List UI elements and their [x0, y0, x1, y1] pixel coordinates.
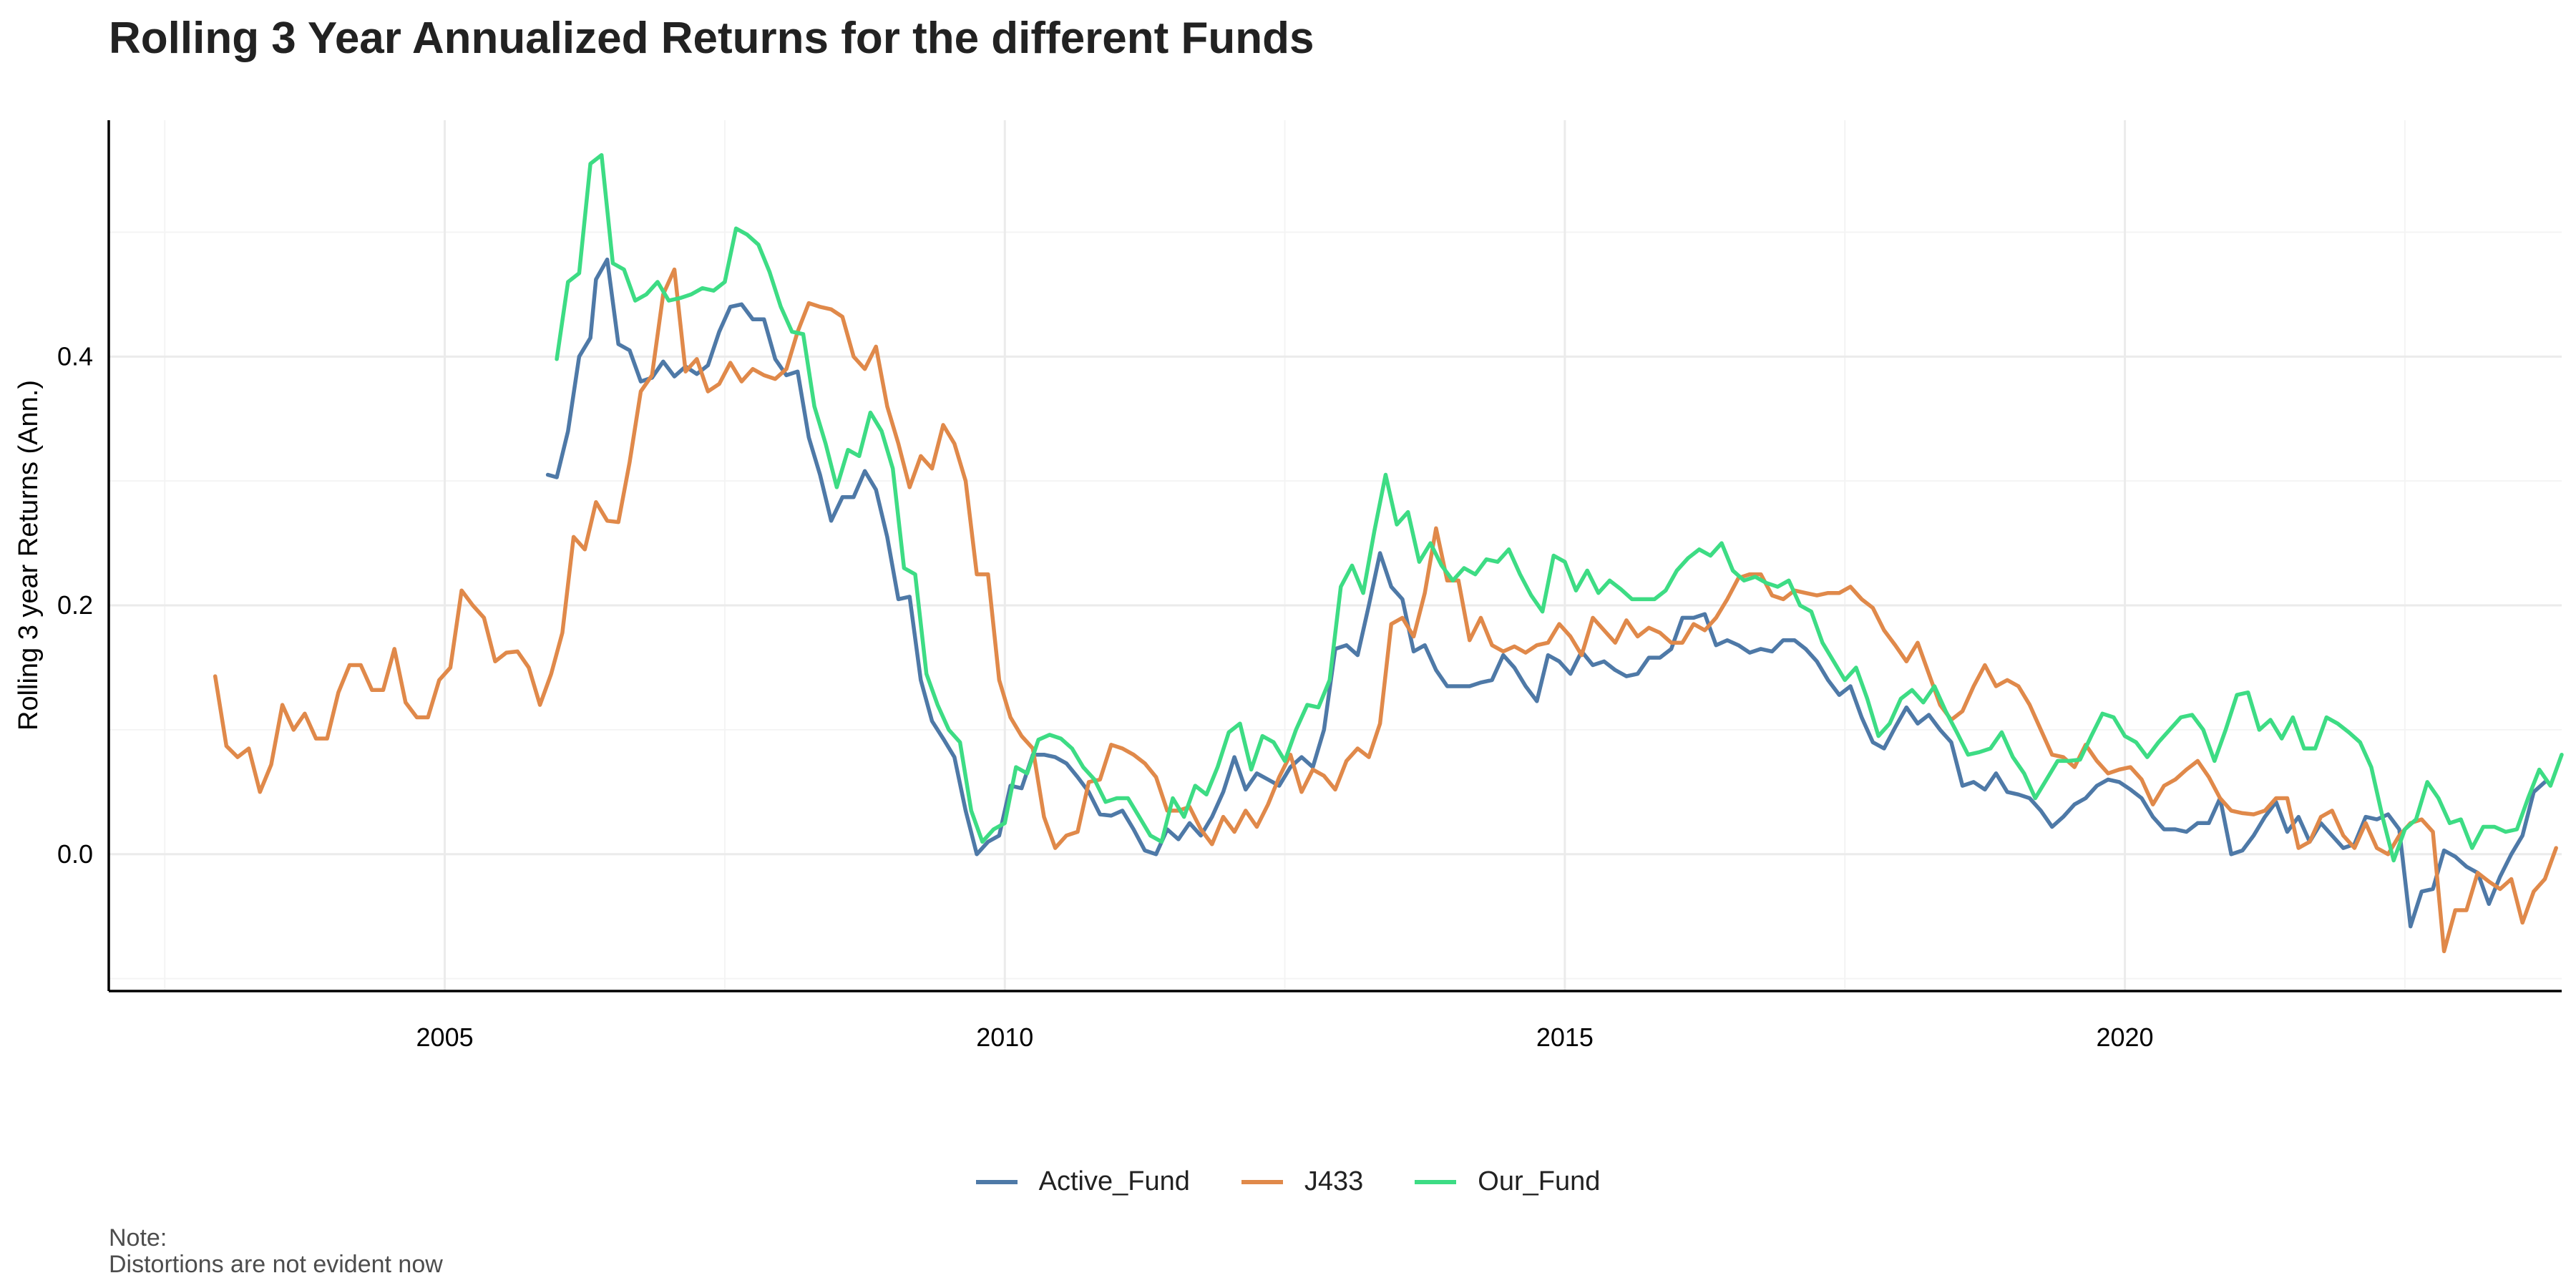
series-lines: [213, 152, 2564, 954]
y-tick-label: 0.2: [57, 590, 93, 620]
legend-key: [1415, 1179, 1457, 1184]
legend-item-j433: J433: [1241, 1166, 1363, 1197]
x-tick-label: 2015: [1536, 1023, 1594, 1052]
chart-title: Rolling 3 Year Annualized Returns for th…: [109, 14, 1314, 63]
legend-key: [1241, 1179, 1283, 1184]
y-tick-label: 0.4: [57, 341, 93, 371]
series-line-active-fund: [545, 257, 2547, 929]
legend-key: [975, 1179, 1018, 1184]
legend-label: J433: [1304, 1166, 1364, 1196]
caption: Note: Distortions are not evident now: [109, 1225, 443, 1278]
gridlines: [109, 120, 2562, 991]
axes: [107, 120, 2562, 992]
y-axis-title: Rolling 3 year Returns (Ann.): [14, 380, 44, 731]
x-tick-label: 2010: [976, 1023, 1033, 1052]
legend-label: Active_Fund: [1038, 1166, 1190, 1196]
legend-item-our-fund: Our_Fund: [1415, 1166, 1600, 1197]
legend-item-active-fund: Active_Fund: [975, 1166, 1190, 1197]
legend: Active_Fund J433 Our_Fund: [0, 1166, 2576, 1197]
caption-line-text: Distortions are not evident now: [109, 1251, 443, 1278]
series-line-j433: [213, 267, 2558, 954]
x-tick-label: 2020: [2096, 1023, 2153, 1052]
tick-labels: 2005 2010 2015 2020 0.0 0.2 0.4: [57, 341, 2154, 1052]
x-tick-label: 2005: [416, 1023, 474, 1052]
series-line-our-fund: [555, 152, 2564, 863]
y-tick-label: 0.0: [57, 839, 93, 869]
caption-line-note: Note:: [109, 1224, 167, 1252]
legend-label: Our_Fund: [1478, 1166, 1601, 1196]
